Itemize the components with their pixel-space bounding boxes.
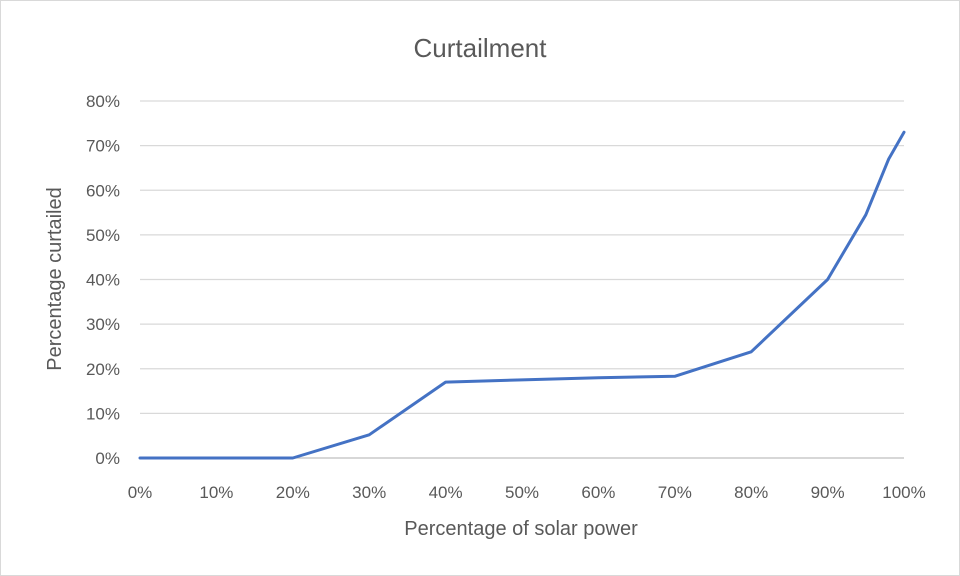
x-tick-label: 60% [581, 483, 615, 502]
x-tick-label: 80% [734, 483, 768, 502]
series-line [138, 130, 906, 460]
x-axis-ticks: 0% 10% 20% 30% 40% 50% 60% 70% 80% 90% 100% [128, 483, 926, 502]
chart-title: Curtailment [414, 33, 548, 63]
gridlines [140, 100, 904, 459]
y-tick-label: 80% [86, 92, 120, 111]
y-tick-label: 50% [86, 226, 120, 245]
x-tick-label: 50% [505, 483, 539, 502]
y-axis-ticks: 0% 10% 20% 30% 40% 50% 60% 70% 80% [86, 92, 120, 468]
x-tick-label: 0% [128, 483, 153, 502]
series-layer [138, 130, 906, 460]
y-tick-label: 40% [86, 271, 120, 290]
y-axis-label: Percentage curtailed [44, 187, 66, 370]
y-tick-label: 30% [86, 315, 120, 334]
x-tick-label: 30% [352, 483, 386, 502]
x-tick-label: 100% [882, 483, 925, 502]
x-axis-label: Percentage of solar power [404, 518, 638, 540]
x-tick-label: 20% [276, 483, 310, 502]
y-tick-label: 10% [86, 404, 120, 423]
y-tick-label: 70% [86, 137, 120, 156]
x-tick-label: 40% [429, 483, 463, 502]
y-tick-label: 20% [86, 360, 120, 379]
y-tick-label: 0% [95, 449, 120, 468]
x-tick-label: 10% [199, 483, 233, 502]
y-tick-label: 60% [86, 181, 120, 200]
x-tick-label: 70% [658, 483, 692, 502]
x-tick-label: 90% [811, 483, 845, 502]
